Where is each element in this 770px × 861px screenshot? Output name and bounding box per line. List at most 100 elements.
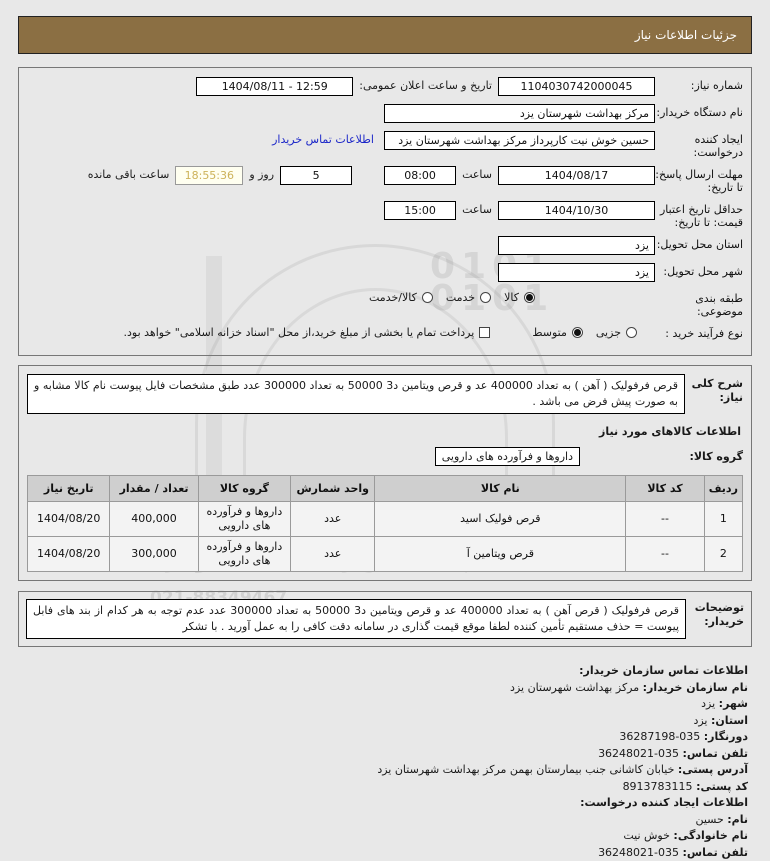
contact-postal-value: 8913783115 [623, 780, 693, 793]
contact-fax-value: 36287198-035 [619, 730, 700, 743]
announce-label: تاریخ و ساعت اعلان عمومی: [353, 77, 498, 92]
contact-section-title: اطلاعات تماس سازمان خریدار: [18, 663, 748, 680]
buyer-notes-panel: توضیحات خریدار: قرص فرفولیک ( قرص آهن ) … [18, 591, 752, 647]
radio-jozee-label: جزیی [596, 326, 621, 339]
table-row: 2 -- قرص ویتامین آ عدد داروها و فرآورده … [28, 537, 743, 572]
contact-org-line: نام سازمان خریدار: مرکز بهداشت شهرستان ی… [18, 680, 748, 697]
need-details-form: شماره نیاز: 1104030742000045 تاریخ و ساع… [18, 67, 752, 356]
col-unit: واحد شمارش [291, 476, 375, 502]
contact-org-value: مرکز بهداشت شهرستان یزد [510, 681, 639, 694]
cell-name: قرص ویتامین آ [375, 537, 626, 572]
radio-jozee[interactable] [626, 327, 637, 338]
cell-code: -- [626, 537, 704, 572]
countdown-timer: 18:55:36 [175, 166, 243, 185]
contact-province-line: استان: یزد [18, 713, 748, 730]
col-name: نام کالا [375, 476, 626, 502]
goods-section-title: اطلاعات کالاهای مورد نیاز [27, 425, 743, 438]
contact-phone-line: تلفن تماس: 36248021-035 [18, 746, 748, 763]
category-radio-group: کالا خدمت کالا/خدمت [361, 290, 535, 304]
process-radio-group: جزیی متوسط [524, 325, 637, 339]
contact-phone-key: تلفن تماس: [683, 747, 748, 760]
buyer-notes-label: توضیحات خریدار: [686, 599, 744, 629]
deadline-label: مهلت ارسال پاسخ: تا تاریخ: [655, 166, 743, 194]
deadline-date-field[interactable]: 1404/08/17 [498, 166, 655, 185]
form-row-creator: ایجاد کننده درخواست: حسین خوش نیت کارپرد… [27, 131, 743, 159]
description-label: شرح کلی نیاز: [685, 374, 743, 405]
col-group: گروه کالا [198, 476, 290, 502]
form-row-buyer-org: نام دستگاه خریدار: مرکز بهداشت شهرستان ی… [27, 104, 743, 124]
buyer-notes-row: توضیحات خریدار: قرص فرفولیک ( قرص آهن ) … [26, 599, 744, 639]
col-radif: ردیف [704, 476, 742, 502]
creator-firstname-value: حسین [695, 813, 723, 826]
radio-khedmat-label: خدمت [446, 291, 475, 304]
creator-firstname-line: نام: حسین [18, 812, 748, 829]
remaining-days-label: روز و [243, 166, 280, 181]
form-row-price-validity: حداقل تاریخ اعتبار قیمت: تا تاریخ: 1404/… [27, 201, 743, 229]
col-qty: تعداد / مقدار [110, 476, 198, 502]
goods-group-label: گروه کالا: [685, 450, 743, 463]
province-label: استان محل تحویل: [655, 236, 743, 251]
radio-kala[interactable] [524, 292, 535, 303]
contact-province-key: استان: [711, 714, 748, 727]
contact-postal-line: کد پستی: 8913783115 [18, 779, 748, 796]
need-number-field[interactable]: 1104030742000045 [498, 77, 655, 96]
validity-hour-label: ساعت [456, 201, 498, 216]
creator-section-title: اطلاعات ایجاد کننده درخواست: [18, 795, 748, 812]
radio-kala-khedmat[interactable] [422, 292, 433, 303]
need-number-label: شماره نیاز: [655, 77, 743, 92]
buyer-org-field[interactable]: مرکز بهداشت شهرستان یزد [384, 104, 655, 123]
form-row-province: استان محل تحویل: یزد [27, 236, 743, 256]
cell-group: داروها و فرآورده های دارویی [198, 537, 290, 572]
goods-group-value[interactable]: داروها و فرآورده های دارویی [435, 447, 580, 466]
cell-radif: 2 [704, 537, 742, 572]
creator-field[interactable]: حسین خوش نیت کارپرداز مرکز بهداشت شهرستا… [384, 131, 655, 150]
page-title-bar: جزئیات اطلاعات نیاز [18, 16, 752, 54]
treasury-checkbox-group: پرداخت تمام یا بخشی از مبلغ خرید،از محل … [116, 325, 491, 339]
form-row-city: شهر محل تحویل: یزد [27, 263, 743, 283]
validity-date-field[interactable]: 1404/10/30 [498, 201, 655, 220]
radio-khedmat[interactable] [480, 292, 491, 303]
col-code: کد کالا [626, 476, 704, 502]
form-row-category: طبقه بندی موضوعی: کالا خدمت کالا/خدمت [27, 290, 743, 318]
goods-group-row: گروه کالا: داروها و فرآورده های دارویی [27, 447, 743, 466]
cell-unit: عدد [291, 537, 375, 572]
table-header-row: ردیف کد کالا نام کالا واحد شمارش گروه کا… [28, 476, 743, 502]
validity-time-field[interactable]: 15:00 [384, 201, 456, 220]
description-panel: شرح کلی نیاز: قرص فرفولیک ( آهن ) به تعد… [18, 365, 752, 581]
city-field[interactable]: یزد [498, 263, 655, 282]
treasury-checkbox[interactable] [479, 327, 490, 338]
cell-radif: 1 [704, 502, 742, 537]
page-title: جزئیات اطلاعات نیاز [635, 28, 737, 42]
description-text: قرص فرفولیک ( آهن ) به تعداد 400000 عد و… [27, 374, 685, 414]
form-row-deadline: مهلت ارسال پاسخ: تا تاریخ: 1404/08/17 سا… [27, 166, 743, 194]
radio-kala-label: کالا [504, 291, 519, 304]
contact-fax-line: دورنگار: 36287198-035 [18, 729, 748, 746]
form-row-process-type: نوع فرآیند خرید : جزیی متوسط پرداخت تمام… [27, 325, 743, 345]
category-label: طبقه بندی موضوعی: [655, 290, 743, 318]
contact-fax-key: دورنگار: [704, 730, 748, 743]
remaining-days-field[interactable]: 5 [280, 166, 352, 185]
cell-name: قرص فولیک اسید [375, 502, 626, 537]
remaining-hours-label: ساعت باقی مانده [82, 166, 176, 181]
page-root: جزئیات اطلاعات نیاز شماره نیاز: 11040307… [0, 16, 770, 861]
goods-table: ردیف کد کالا نام کالا واحد شمارش گروه کا… [27, 475, 743, 572]
contact-postal-key: کد پستی: [696, 780, 748, 793]
creator-label: ایجاد کننده درخواست: [655, 131, 743, 159]
creator-lastname-value: خوش نیت [623, 829, 670, 842]
radio-motavaset[interactable] [572, 327, 583, 338]
creator-phone-key: تلفن تماس: [683, 846, 748, 859]
creator-lastname-key: نام خانوادگی: [673, 829, 748, 842]
table-row: 1 -- قرص فولیک اسید عدد داروها و فرآورده… [28, 502, 743, 537]
buyer-contact-link[interactable]: اطلاعات تماس خریدار [272, 131, 384, 146]
cell-unit: عدد [291, 502, 375, 537]
announce-datetime-field[interactable]: 1404/08/11 - 12:59 [196, 77, 353, 96]
buyer-org-label: نام دستگاه خریدار: [655, 104, 743, 119]
col-date: تاریخ نیاز [28, 476, 110, 502]
city-label: شهر محل تحویل: [655, 263, 743, 278]
radio-motavaset-label: متوسط [532, 326, 567, 339]
province-field[interactable]: یزد [498, 236, 655, 255]
deadline-time-field[interactable]: 08:00 [384, 166, 456, 185]
cell-group: داروها و فرآورده های دارویی [198, 502, 290, 537]
contact-phone-value: 36248021-035 [598, 747, 679, 760]
cell-date: 1404/08/20 [28, 502, 110, 537]
